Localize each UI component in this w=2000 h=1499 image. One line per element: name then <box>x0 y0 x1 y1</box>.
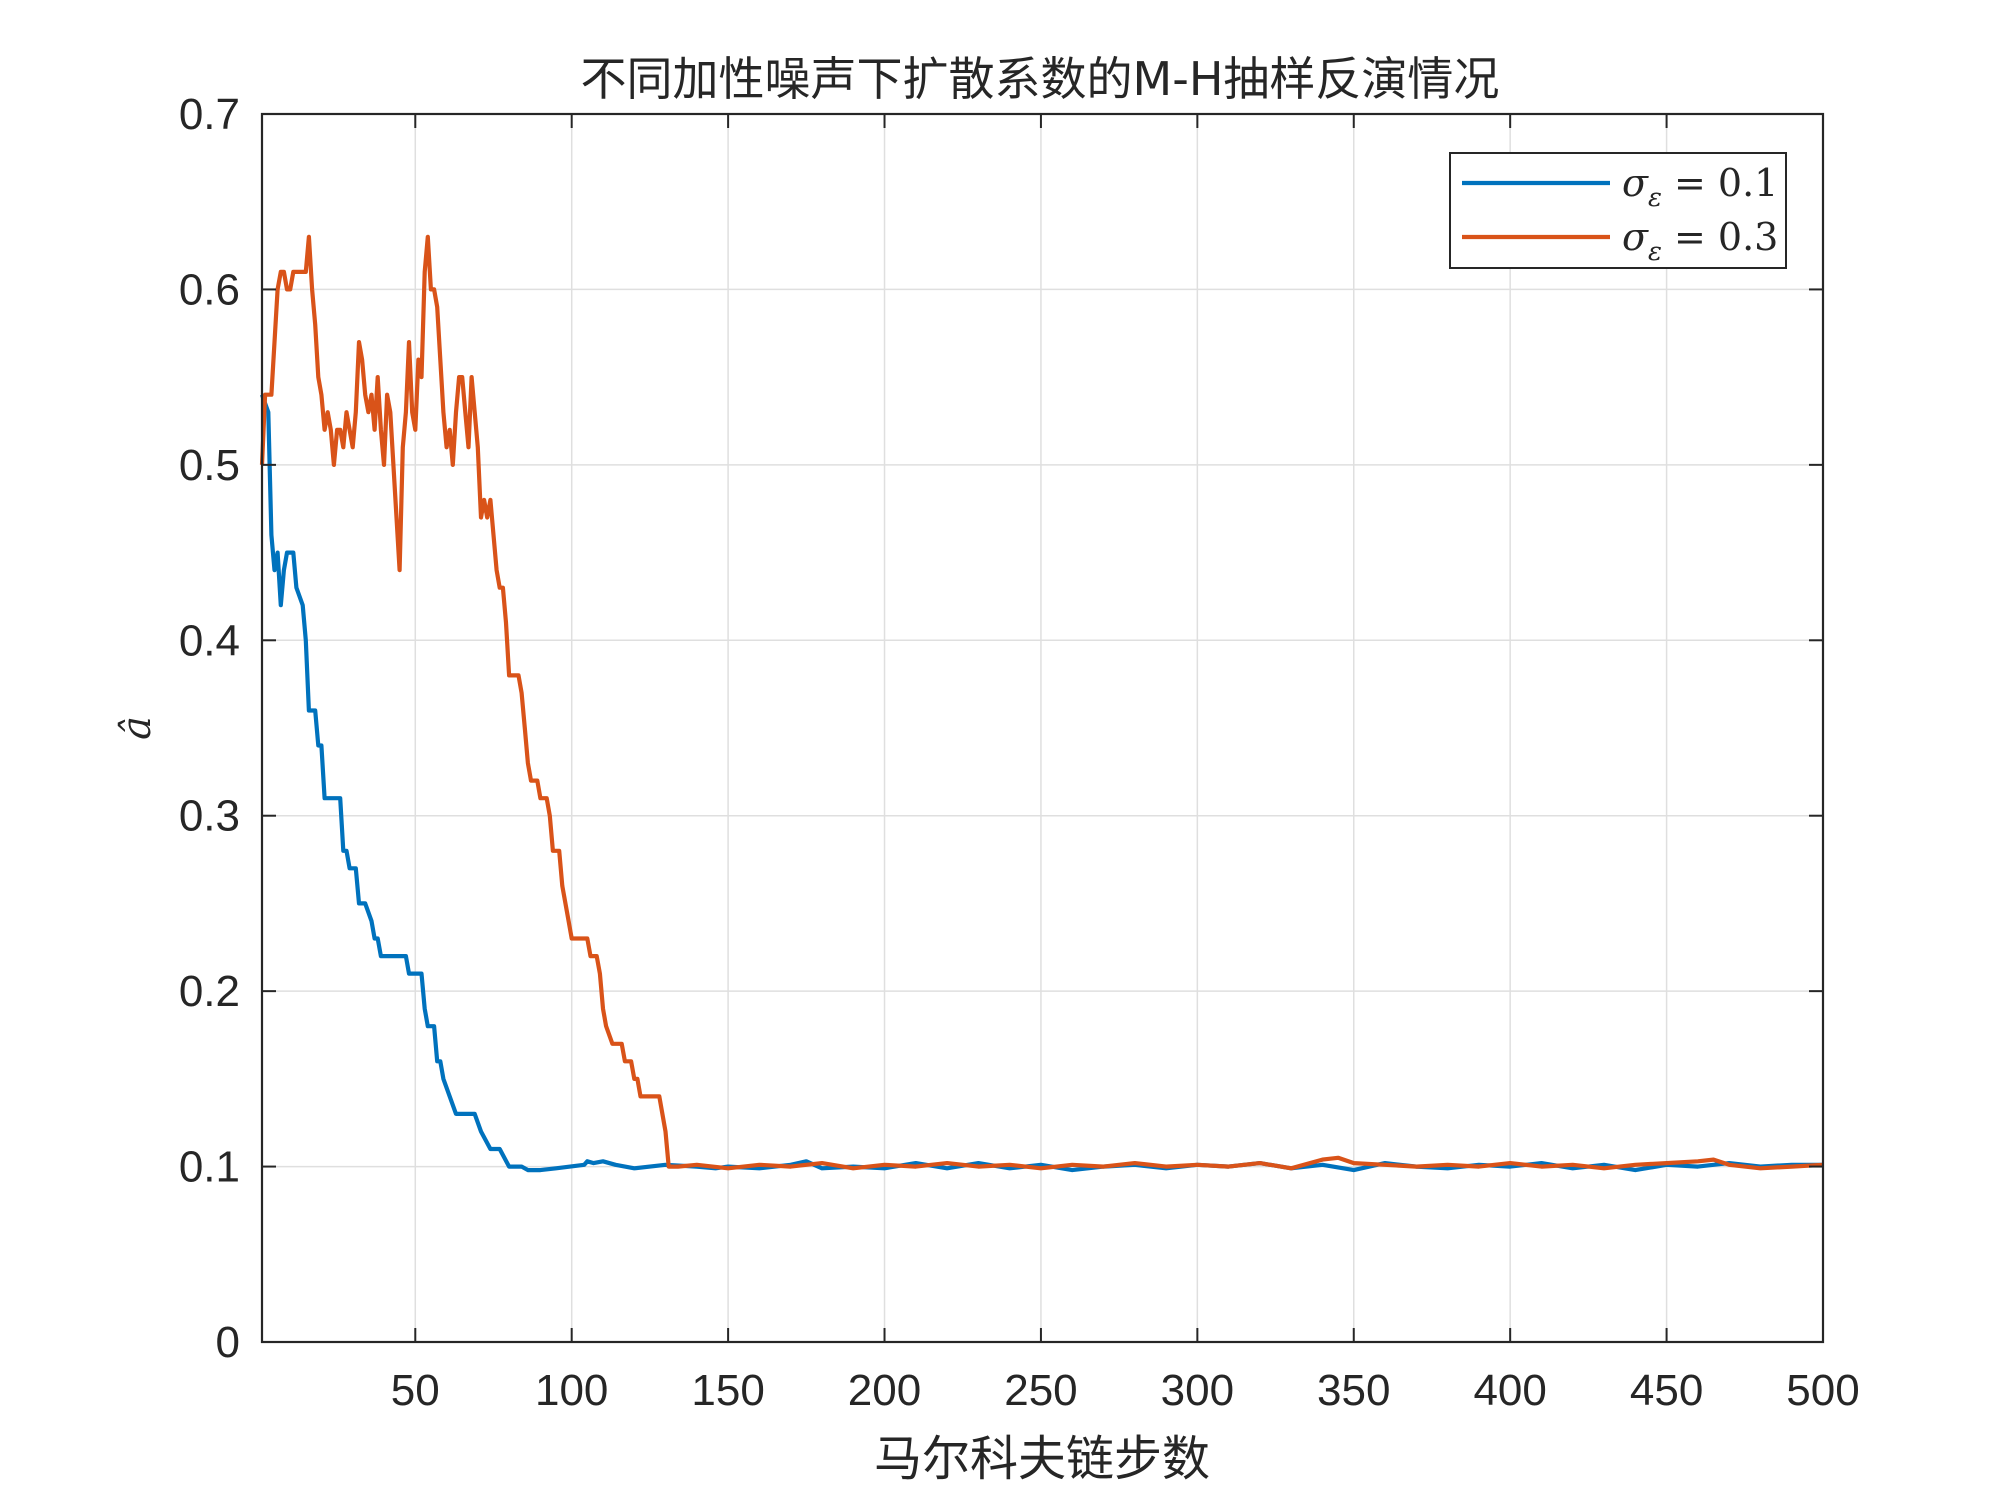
axis-ticks <box>262 113 1824 1343</box>
legend-label-1: σε = 0.1 <box>1622 161 1778 213</box>
series-line-2 <box>259 234 1824 1171</box>
x-tick-label: 350 <box>1317 1366 1390 1415</box>
x-tick-label: 200 <box>848 1366 921 1415</box>
x-tick-label: 500 <box>1786 1366 1859 1415</box>
x-axis-label: 马尔科夫链步数 <box>874 1431 1210 1487</box>
x-tick-label: 400 <box>1473 1366 1546 1415</box>
series-line-1 <box>260 393 1823 1173</box>
y-tick-label: 0 <box>216 1318 240 1367</box>
y-tick-label: 0.4 <box>179 616 240 665</box>
y-tick-label: 0.7 <box>179 90 240 139</box>
y-tick-labels: 0 0.1 0.2 0.3 0.4 0.5 0.6 0.7 <box>179 90 240 1367</box>
legend: σε = 0.1σε = 0.3 <box>1449 152 1787 269</box>
legend-label-2: σε = 0.3 <box>1622 215 1778 267</box>
x-tick-label: 300 <box>1161 1366 1234 1415</box>
y-tick-label: 0.5 <box>179 441 240 490</box>
series-lines <box>259 234 1824 1173</box>
chart-title: 不同加性噪声下扩散系数的M-H抽样反演情况 <box>581 52 1500 106</box>
y-tick-label: 0.2 <box>179 967 240 1016</box>
plot-frame <box>260 112 1825 1344</box>
y-axis-label: â <box>114 716 160 740</box>
x-tick-label: 150 <box>691 1366 764 1415</box>
grid-lines <box>262 114 1824 1342</box>
x-tick-label: 100 <box>535 1366 608 1415</box>
legend-box <box>1449 152 1787 269</box>
y-tick-label: 0.3 <box>179 792 240 841</box>
x-tick-label: 250 <box>1004 1366 1077 1415</box>
x-tick-label: 50 <box>391 1366 440 1415</box>
y-tick-label: 0.1 <box>179 1143 240 1192</box>
x-tick-labels: 50 100 150 200 250 300 350 400 450 500 <box>391 1366 1860 1415</box>
y-tick-label: 0.6 <box>179 265 240 314</box>
x-tick-label: 450 <box>1630 1366 1703 1415</box>
